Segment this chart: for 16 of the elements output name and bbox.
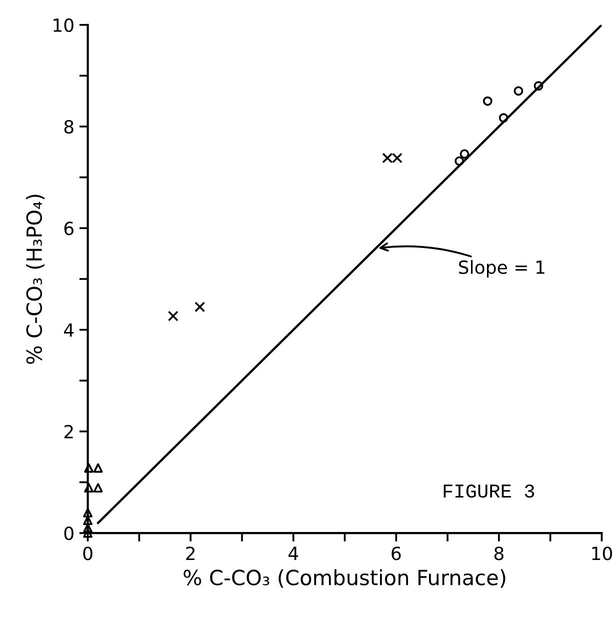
y-axis-title: % C-CO₃ (H₃PO₄) [26, 194, 44, 364]
x-tick-label: 4 [288, 546, 298, 560]
x-tick-label: 8 [494, 546, 504, 560]
y-tick-label: 4 [64, 323, 74, 337]
y-tick-label: 0 [64, 526, 74, 540]
x-axis-title: % C-CO₃ (Combustion Furnace) [184, 569, 506, 588]
x-tick-label: 10 [592, 546, 612, 560]
y-tick-label: 8 [64, 120, 74, 134]
annotation: FIGURE 3 [444, 484, 534, 498]
y-tick-label: 2 [64, 424, 73, 438]
y-tick-label: 6 [64, 222, 74, 236]
annotation: Slope = 1 [459, 260, 544, 278]
x-tick-label: 6 [392, 546, 401, 560]
x-tick-label: 0 [83, 546, 92, 560]
y-tick-label: 10 [54, 18, 74, 32]
x-tick-label: 2 [186, 546, 195, 560]
